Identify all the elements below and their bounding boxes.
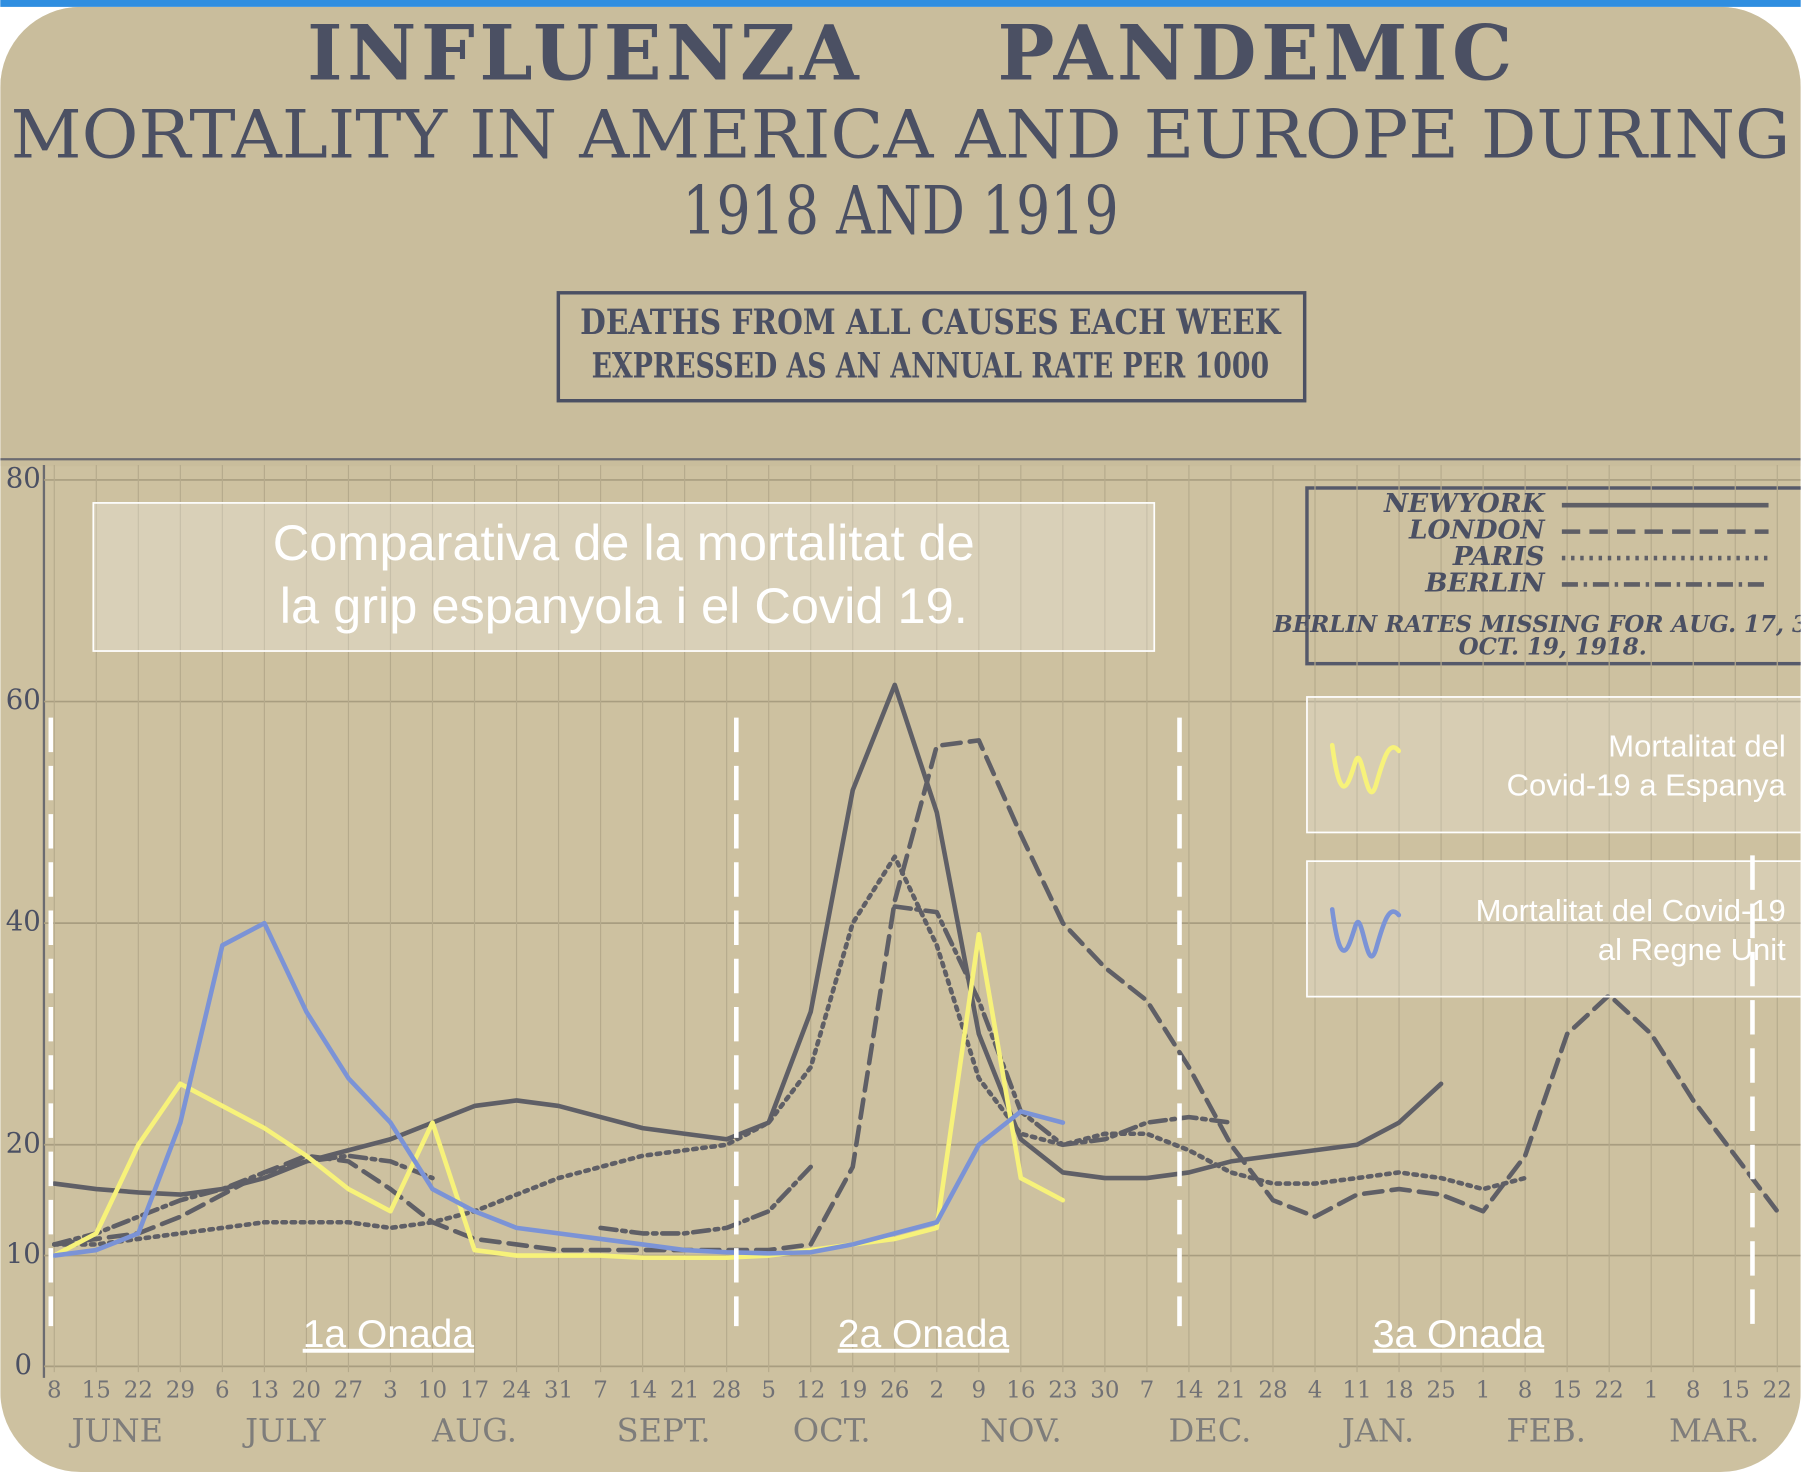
y-tick-label: 0 (15, 1349, 33, 1381)
x-tick-label: 24 (502, 1378, 531, 1404)
x-tick-label: 1 (1476, 1378, 1491, 1404)
x-tick-label: 22 (1763, 1378, 1792, 1404)
x-tick-label: 13 (250, 1378, 279, 1404)
x-tick-label: 7 (1140, 1378, 1155, 1404)
x-tick-label: 29 (166, 1378, 195, 1404)
x-group-label: AUG. (431, 1411, 517, 1449)
y-axis-title: DEATHS FROM ALL CAUSES EACH WEEK (580, 303, 1281, 343)
x-tick-label: 22 (1595, 1378, 1624, 1404)
x-tick-label: 1 (1644, 1378, 1659, 1404)
overlay-legend-label-line: Mortalitat del (1608, 729, 1785, 764)
x-tick-label: 7 (593, 1378, 608, 1404)
x-tick-label: 23 (1048, 1378, 1077, 1404)
chart-title: INFLUENZA PANDEMIC (307, 9, 1517, 98)
x-tick-label: 25 (1426, 1378, 1455, 1404)
x-tick-label: 21 (670, 1378, 699, 1404)
x-tick-label: 8 (47, 1378, 62, 1404)
x-tick-label: 20 (292, 1378, 321, 1404)
x-tick-label: 14 (1174, 1378, 1203, 1404)
top-bar (0, 0, 1800, 7)
legend-note: OCT. 19, 1918. (1459, 634, 1647, 661)
x-tick-label: 19 (838, 1378, 867, 1404)
x-tick-label: 9 (972, 1378, 987, 1404)
x-tick-label: 27 (334, 1378, 363, 1404)
x-group-label: NOV. (980, 1411, 1062, 1449)
x-tick-label: 22 (124, 1378, 153, 1404)
x-group-label: MAR. (1669, 1411, 1760, 1449)
x-tick-label: 18 (1384, 1378, 1413, 1404)
x-tick-label: 30 (1090, 1378, 1119, 1404)
x-group-label: OCT. (793, 1411, 871, 1449)
x-tick-label: 6 (215, 1378, 230, 1404)
y-tick-label: 20 (6, 1127, 41, 1159)
x-tick-label: 16 (1006, 1378, 1035, 1404)
x-group-label: JUNE (69, 1411, 164, 1449)
x-tick-label: 28 (1258, 1378, 1287, 1404)
overlay-legend-label-line: al Regne Unit (1598, 932, 1786, 967)
x-group-label: FEB. (1506, 1411, 1586, 1449)
x-group-label: SEPT. (617, 1411, 711, 1449)
x-tick-label: 2 (929, 1378, 944, 1404)
x-tick-label: 10 (418, 1378, 447, 1404)
overlay-title: la grip espanyola i el Covid 19. (280, 577, 968, 634)
overlay-title: Comparativa de la mortalitat de (273, 514, 975, 571)
wave-label: 3a Onada (1373, 1313, 1545, 1356)
wave-label: 2a Onada (838, 1313, 1010, 1356)
page: {"chart_data": { "type": "line", "title"… (0, 0, 1801, 1472)
chart-subtitle: 1918 AND 1919 (682, 171, 1118, 249)
overlay-legend-label-line: Covid-19 a Espanya (1507, 768, 1787, 803)
x-tick-label: 8 (1686, 1378, 1701, 1404)
x-tick-label: 21 (1216, 1378, 1245, 1404)
overlay-legend-label-line: Mortalitat del Covid-19 (1476, 893, 1786, 928)
x-group-label: JAN. (1339, 1411, 1414, 1449)
chart-subtitle: MORTALITY IN AMERICA AND EUROPE DURING (11, 96, 1791, 174)
x-group-label: DEC. (1169, 1411, 1252, 1449)
x-tick-label: 31 (544, 1378, 573, 1404)
chart: 010204060808152229JUNE6132027JULY3101724… (0, 0, 1801, 1472)
x-group-label: JULY (242, 1411, 326, 1449)
y-tick-label: 10 (6, 1238, 41, 1270)
x-tick-label: 8 (1518, 1378, 1533, 1404)
x-tick-label: 15 (1721, 1378, 1750, 1404)
y-tick-label: 80 (6, 462, 41, 494)
x-tick-label: 15 (1553, 1378, 1582, 1404)
wave-label: 1a Onada (303, 1313, 475, 1356)
x-tick-label: 28 (712, 1378, 741, 1404)
y-tick-label: 40 (6, 906, 41, 938)
y-tick-label: 60 (6, 684, 41, 716)
x-tick-label: 5 (761, 1378, 776, 1404)
x-tick-label: 15 (82, 1378, 111, 1404)
x-tick-label: 14 (628, 1378, 657, 1404)
x-tick-label: 12 (796, 1378, 825, 1404)
x-tick-label: 3 (383, 1378, 398, 1404)
x-tick-label: 26 (880, 1378, 909, 1404)
y-axis-title: EXPRESSED AS AN ANNUAL RATE PER 1000 (592, 347, 1269, 387)
x-tick-label: 11 (1342, 1378, 1371, 1404)
x-tick-label: 17 (460, 1378, 489, 1404)
legend-label: BERLIN (1424, 567, 1545, 598)
x-tick-label: 4 (1308, 1378, 1323, 1404)
